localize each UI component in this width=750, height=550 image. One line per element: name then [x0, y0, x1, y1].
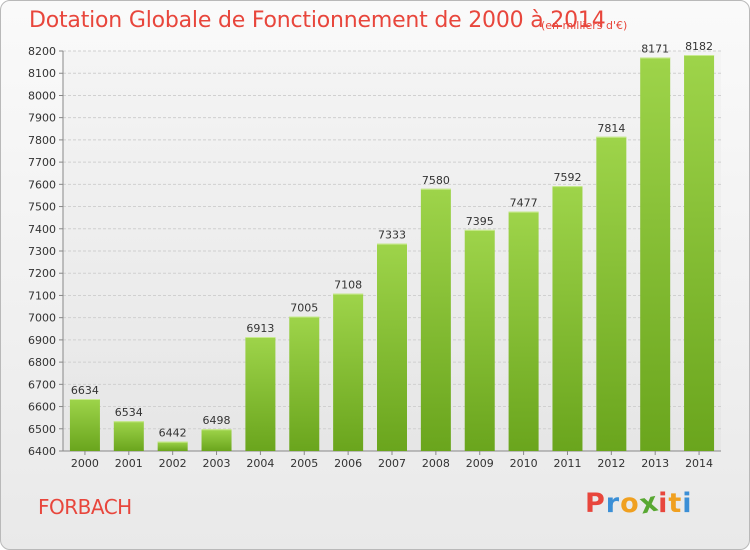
- x-tick-label: 2010: [510, 457, 538, 470]
- bar-2011[interactable]: [552, 186, 583, 451]
- data-label: 7108: [334, 279, 362, 292]
- bar-2006[interactable]: [333, 293, 364, 451]
- data-label: 6913: [246, 322, 274, 335]
- y-tick-label: 7100: [28, 289, 56, 302]
- proxiti-logo[interactable]: Proxiti: [585, 486, 693, 520]
- logo-letter: o: [620, 488, 640, 519]
- x-tick-label: 2001: [115, 457, 143, 470]
- y-tick-label: 7000: [28, 312, 56, 325]
- x-tick-label: 2012: [597, 457, 625, 470]
- y-tick-label: 7200: [28, 267, 56, 280]
- x-tick-label: 2003: [203, 457, 231, 470]
- y-tick-label: 8000: [28, 89, 56, 102]
- y-tick-label: 6400: [28, 445, 56, 458]
- data-label: 6534: [115, 406, 143, 419]
- y-tick-label: 7300: [28, 245, 56, 258]
- data-label: 8171: [641, 42, 669, 55]
- y-tick-label: 6800: [28, 356, 56, 369]
- x-tick-label: 2013: [641, 457, 669, 470]
- bar-2010[interactable]: [508, 211, 539, 451]
- y-tick-label: 8200: [28, 45, 56, 58]
- x-tick-label: 2011: [553, 457, 581, 470]
- x-tick-label: 2006: [334, 457, 362, 470]
- logo-letter: t: [668, 488, 683, 519]
- data-label: 7005: [290, 302, 318, 315]
- data-label: 7395: [466, 215, 494, 228]
- data-label: 7592: [553, 171, 581, 184]
- data-label: 7333: [378, 229, 406, 242]
- commune-name: FORBACH: [38, 495, 132, 519]
- y-tick-label: 7600: [28, 178, 56, 191]
- data-label: 7580: [422, 174, 450, 187]
- y-tick-label: 7800: [28, 134, 56, 147]
- data-label: 7477: [510, 197, 538, 210]
- y-tick-label: 6600: [28, 401, 56, 414]
- x-tick-label: 2000: [71, 457, 99, 470]
- x-tick-label: 2014: [685, 457, 713, 470]
- y-tick-label: 7900: [28, 112, 56, 125]
- x-tick-label: 2005: [290, 457, 318, 470]
- bar-2005[interactable]: [289, 316, 320, 451]
- y-tick-label: 6700: [28, 378, 56, 391]
- bar-2009[interactable]: [464, 229, 495, 451]
- chart-unit-label: (en milliers d'€): [541, 19, 628, 32]
- chart-title: Dotation Globale de Fonctionnement de 20…: [29, 8, 606, 33]
- x-tick-label: 2002: [159, 457, 187, 470]
- logo-letter: r: [605, 488, 621, 519]
- bar-2004[interactable]: [245, 337, 276, 451]
- bar-2000[interactable]: [69, 399, 100, 451]
- x-tick-label: 2007: [378, 457, 406, 470]
- y-tick-label: 6500: [28, 423, 56, 436]
- y-tick-label: 7400: [28, 223, 56, 236]
- bar-2014[interactable]: [684, 55, 715, 451]
- data-label: 8182: [685, 40, 713, 53]
- data-label: 7814: [597, 122, 625, 135]
- data-label: 6442: [159, 427, 187, 440]
- logo-letter: i: [658, 488, 669, 519]
- y-tick-label: 7700: [28, 156, 56, 169]
- data-label: 6634: [71, 384, 99, 397]
- bar-2001[interactable]: [113, 421, 144, 451]
- x-tick-label: 2009: [466, 457, 494, 470]
- x-tick-label: 2008: [422, 457, 450, 470]
- y-tick-label: 6900: [28, 334, 56, 347]
- bar-2013[interactable]: [640, 57, 671, 451]
- data-label: 6498: [203, 414, 231, 427]
- bar-2002[interactable]: [157, 441, 188, 451]
- y-tick-label: 7500: [28, 201, 56, 214]
- bar-2008[interactable]: [420, 188, 451, 451]
- x-tick-label: 2004: [246, 457, 274, 470]
- logo-letter: i: [682, 488, 693, 519]
- logo-letter: P: [585, 488, 606, 519]
- bar-2012[interactable]: [596, 136, 627, 451]
- y-tick-label: 8100: [28, 67, 56, 80]
- bar-2007[interactable]: [377, 243, 407, 451]
- bar-2003[interactable]: [201, 429, 232, 451]
